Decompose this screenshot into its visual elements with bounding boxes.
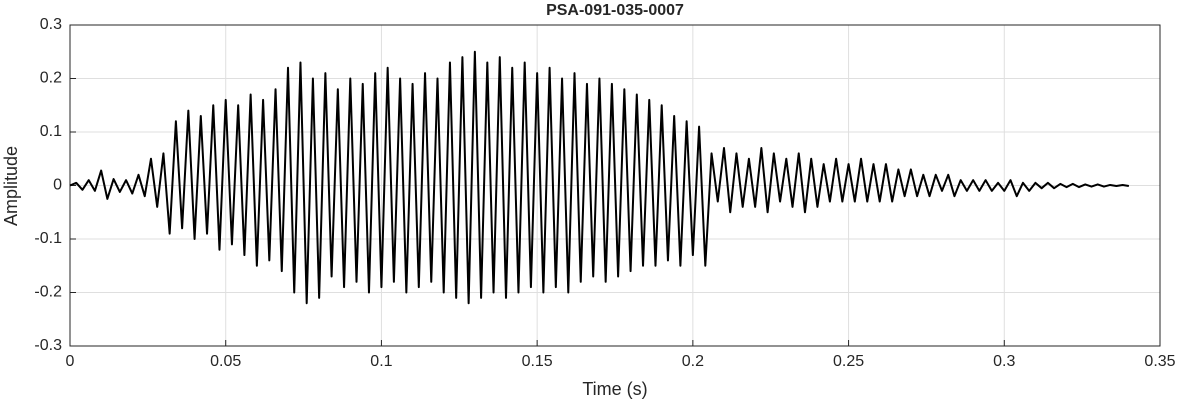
x-tick-label: 0.3 [993,353,1015,370]
y-tick-label: 0.1 [40,123,62,140]
y-axis-label: Amplitude [1,146,21,226]
x-axis-label: Time (s) [582,379,647,399]
y-tick-label: 0.2 [40,70,62,87]
y-tick-label: -0.1 [34,230,62,247]
x-tick-label: 0 [66,353,75,370]
x-tick-label: 0.05 [210,353,241,370]
y-tick-label: 0 [53,177,62,194]
x-tick-label: 0.2 [682,353,704,370]
waveform-line [69,50,1130,305]
y-tick-label: -0.3 [34,337,62,354]
x-tick-label: 0.1 [370,353,392,370]
chart-title: PSA-091-035-0007 [546,2,684,19]
y-tick-label: 0.3 [40,16,62,33]
x-tick-label: 0.25 [833,353,864,370]
x-tick-label: 0.15 [522,353,553,370]
x-tick-label: 0.35 [1144,353,1175,370]
y-tick-label: -0.2 [34,284,62,301]
